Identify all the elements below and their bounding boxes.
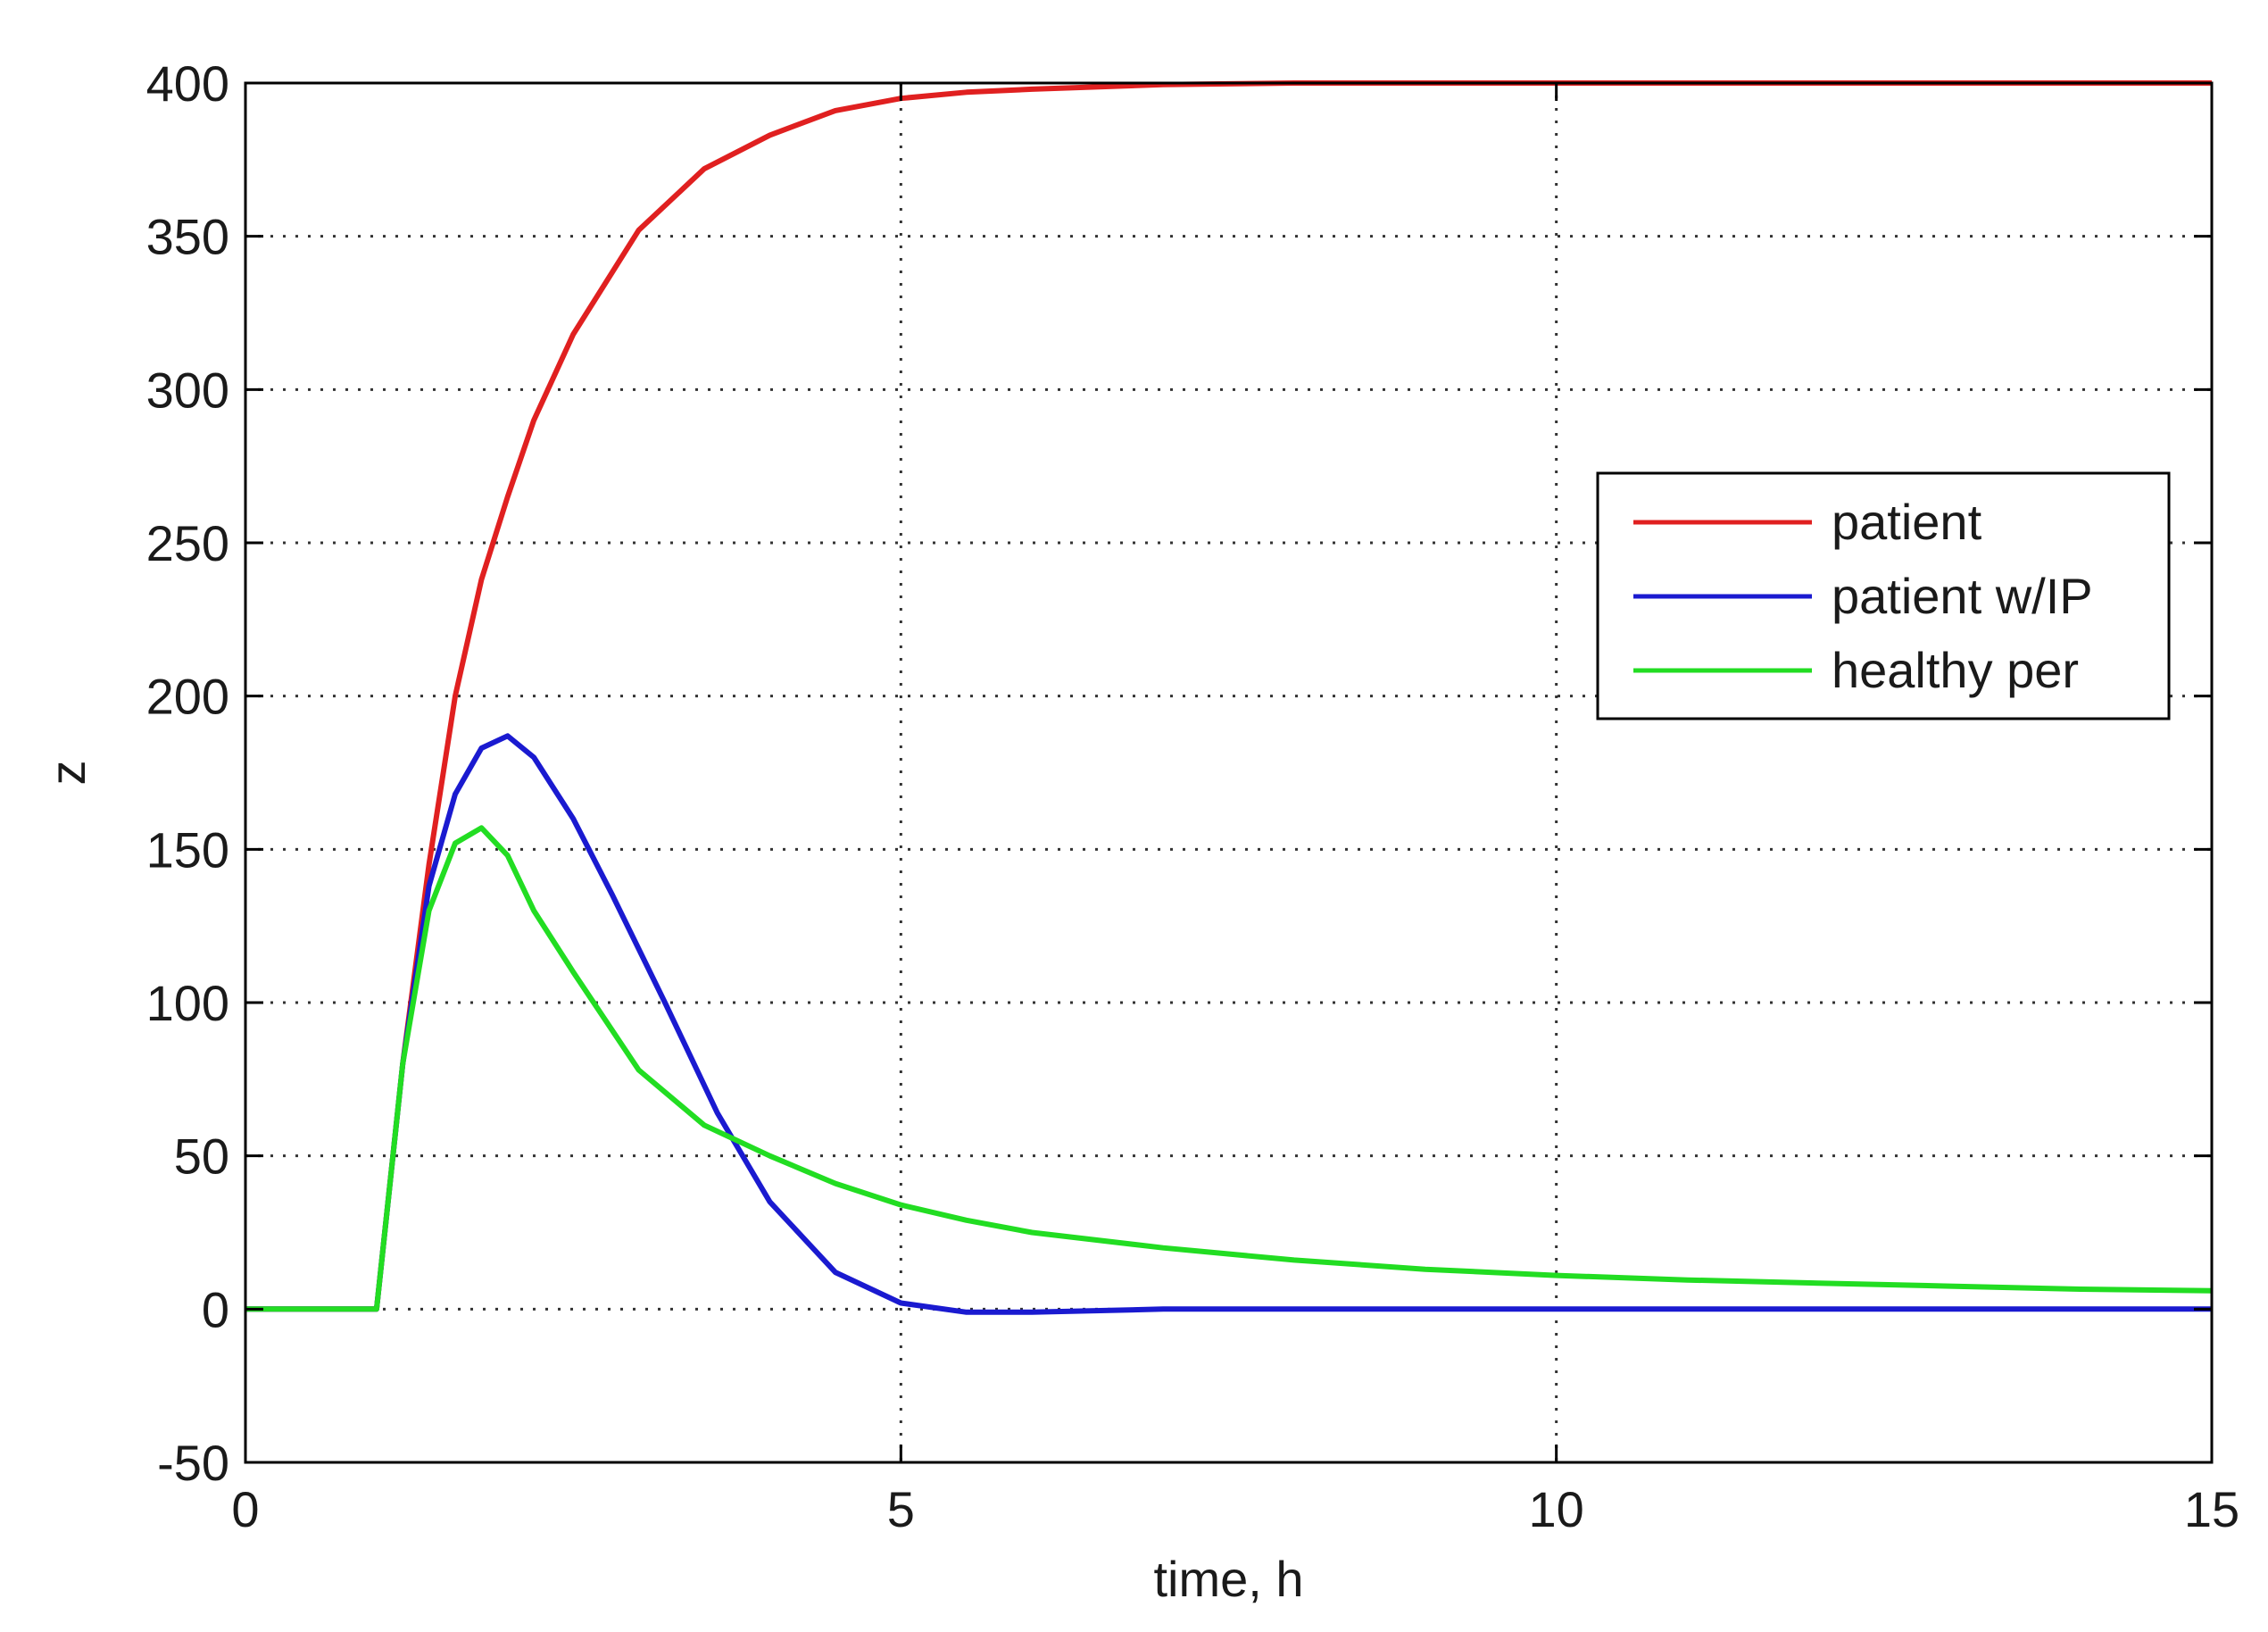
- legend-label-patient: patient: [1832, 494, 1982, 550]
- series-line-patient-w-ip: [245, 733, 2212, 1315]
- y-tick-label: 150: [146, 821, 229, 878]
- legend-label-healthy-per: healthy per: [1832, 642, 2079, 698]
- x-tick-label: 10: [1529, 1481, 1584, 1537]
- x-axis-title: time, h: [1153, 1551, 1303, 1607]
- legend: patient patient w/IP healthy per: [1596, 471, 2171, 720]
- x-tick-label: 15: [2184, 1481, 2239, 1537]
- y-tick-label: 100: [146, 975, 229, 1031]
- y-axis-title: z: [39, 761, 96, 786]
- y-tick-label: 400: [146, 55, 229, 112]
- y-tick-label: -50: [157, 1435, 229, 1491]
- x-tick-label: 0: [231, 1481, 259, 1537]
- y-tick-label: 200: [146, 669, 229, 725]
- y-tick-label: 0: [202, 1281, 229, 1337]
- x-tick-label: 5: [887, 1481, 915, 1537]
- y-tick-label: 300: [146, 362, 229, 418]
- y-tick-label: 250: [146, 515, 229, 571]
- series-line-healthy-per: [245, 825, 2213, 1312]
- legend-label-patient-w-ip: patient w/IP: [1832, 568, 2093, 624]
- plot-area-frame: [244, 81, 2214, 1464]
- y-tick-label: 50: [174, 1128, 229, 1185]
- y-tick-label: 350: [146, 209, 229, 265]
